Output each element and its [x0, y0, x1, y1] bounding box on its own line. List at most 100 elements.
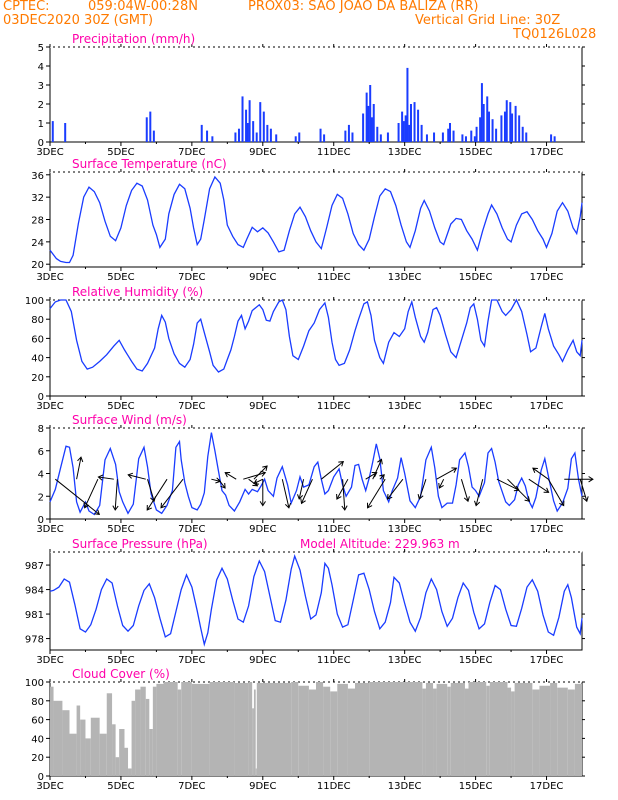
precip-bar [344, 130, 347, 142]
wind-arrowhead [259, 501, 266, 507]
y-tick-label: 60 [31, 716, 44, 727]
cloud-bar [112, 724, 116, 776]
precip-bar [211, 136, 214, 142]
cloud-bar [99, 733, 107, 776]
panel-4 [46, 549, 585, 654]
cloud-bar [106, 693, 113, 776]
cloud-bar [140, 686, 146, 776]
y-tick-label: 80 [31, 315, 44, 326]
y-tick-label: 20 [31, 260, 44, 271]
cloud-bar [574, 683, 582, 776]
precip-bar [246, 123, 249, 142]
panel-title: Surface Wind (m/s) [72, 413, 187, 427]
y-tick-label: 3 [38, 81, 44, 92]
x-tick-label: 3DEC [36, 655, 63, 666]
cloud-bar [316, 682, 324, 776]
wind-arrowhead [474, 500, 481, 507]
precip-bar [252, 121, 255, 142]
wind-vector [367, 478, 386, 509]
precip-bar [149, 111, 152, 142]
y-tick-label: 2 [38, 100, 44, 111]
precip-bar [420, 124, 423, 142]
precip-bar [259, 102, 262, 142]
x-tick-label: 13DEC [388, 401, 422, 412]
wind-vector [387, 478, 404, 500]
wind-arrowhead [284, 502, 292, 509]
x-tick-label: 5DEC [107, 401, 134, 412]
wind-vector [128, 474, 146, 480]
wind-vector [475, 479, 484, 506]
precip-bar [255, 132, 258, 142]
plot-frame [49, 171, 583, 268]
precip-bar [323, 134, 326, 142]
x-tick-label: 17DEC [530, 781, 564, 792]
wind-arrowhead [582, 496, 589, 503]
precip-bar [206, 130, 209, 142]
precip-bar [447, 128, 450, 142]
x-tick-label: 11DEC [317, 655, 351, 666]
wind-arrowhead [532, 467, 538, 473]
x-tick-label: 5DEC [107, 655, 134, 666]
cloud-bar [145, 698, 150, 776]
wind-vector [496, 478, 520, 491]
y-tick-label: 80 [31, 697, 44, 708]
y-tick-label: 60 [31, 334, 44, 345]
wind-vector [298, 479, 305, 500]
precip-bar [521, 126, 524, 142]
cloud-bar [291, 682, 299, 776]
header-station: PROX03: SAO JOAO DA BALIZA (RR) [248, 0, 479, 14]
y-tick-label: 100 [25, 678, 44, 689]
cloud-bar [557, 687, 568, 776]
series-line [49, 553, 583, 647]
precip-bar [509, 102, 512, 142]
header-line1-left: CPTEC: [3, 0, 50, 14]
cloud-bar [436, 683, 448, 776]
y-tick-label: 981 [25, 610, 44, 621]
wind-arrowhead [451, 467, 458, 473]
wind-vector [147, 479, 155, 502]
precip-bar [413, 102, 416, 142]
wind-arrowhead [367, 502, 373, 509]
panel-title: Cloud Cover (%) [72, 667, 170, 681]
precip-bar [525, 132, 528, 142]
x-tick-label: 13DEC [388, 272, 422, 283]
precip-bar [401, 111, 404, 142]
cloud-bar [177, 689, 182, 776]
cloud-bar [422, 688, 426, 776]
x-tick-label: 5DEC [107, 781, 134, 792]
cloud-bar [124, 747, 129, 776]
wind-arrowhead [377, 458, 383, 465]
model-altitude: Model Altitude: 229.963 m [300, 537, 460, 551]
precip-bar [488, 111, 491, 142]
wind-vector [218, 478, 226, 489]
precip-bar [298, 132, 301, 142]
x-tick-label: 13DEC [388, 781, 422, 792]
wind-arrowhead [338, 461, 345, 467]
wind-arrowhead [336, 493, 342, 500]
y-tick-label: 20 [31, 753, 44, 764]
cloud-bar [347, 688, 356, 776]
cloud-bar [567, 689, 575, 776]
wind-arrowhead [524, 496, 531, 502]
cloud-bar [433, 688, 437, 776]
y-tick-label: 0 [38, 772, 44, 783]
precip-bar [433, 132, 436, 142]
precip-bar [486, 96, 489, 142]
precip-bar [409, 104, 412, 142]
precip-bar [245, 109, 248, 142]
wind-vector [342, 479, 346, 511]
cloud-bar [80, 719, 86, 776]
cloud-bar [489, 682, 508, 776]
precip-bar [479, 117, 482, 142]
x-tick-label: 13DEC [388, 147, 422, 158]
precip-bar [503, 111, 506, 142]
panel-2 [46, 297, 585, 400]
precip-bar [275, 134, 278, 142]
precip-bar [266, 124, 269, 142]
cloud-bar [507, 687, 512, 776]
y-tick-label: 24 [31, 238, 44, 249]
precip-bar [475, 126, 478, 142]
wind-vector [248, 478, 258, 487]
precip-bar [248, 100, 251, 142]
